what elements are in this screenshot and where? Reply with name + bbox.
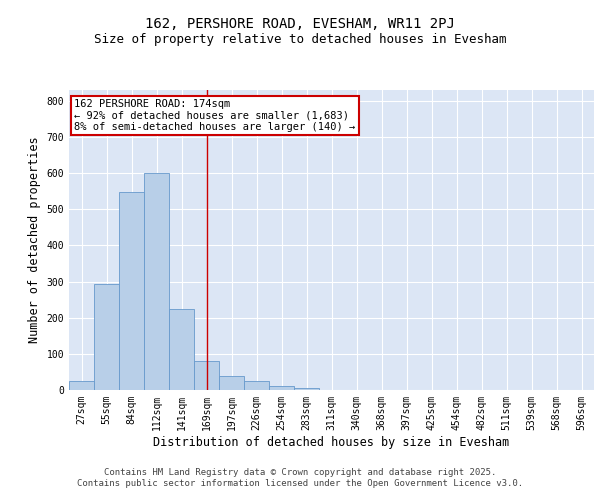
Text: 162, PERSHORE ROAD, EVESHAM, WR11 2PJ: 162, PERSHORE ROAD, EVESHAM, WR11 2PJ [145,18,455,32]
Text: 162 PERSHORE ROAD: 174sqm
← 92% of detached houses are smaller (1,683)
8% of sem: 162 PERSHORE ROAD: 174sqm ← 92% of detac… [74,99,355,132]
Text: Size of property relative to detached houses in Evesham: Size of property relative to detached ho… [94,32,506,46]
Bar [194,361,219,390]
Bar [244,381,269,390]
X-axis label: Distribution of detached houses by size in Evesham: Distribution of detached houses by size … [154,436,509,448]
Bar [169,308,194,390]
Bar [294,388,319,390]
Text: Contains HM Land Registry data © Crown copyright and database right 2025.
Contai: Contains HM Land Registry data © Crown c… [77,468,523,487]
Bar [94,284,119,390]
Bar [144,173,169,390]
Bar [69,381,94,390]
Y-axis label: Number of detached properties: Number of detached properties [28,136,41,344]
Bar [119,192,144,390]
Bar [269,386,294,390]
Bar [219,376,244,390]
